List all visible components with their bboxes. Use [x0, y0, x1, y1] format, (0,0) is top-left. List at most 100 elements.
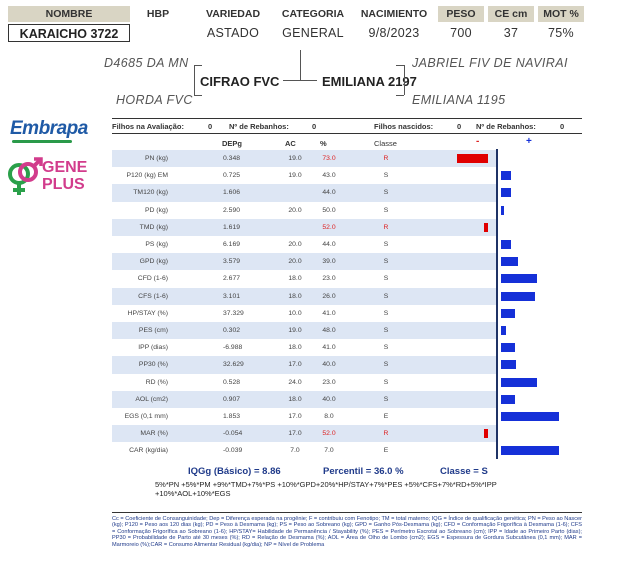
gene-plus-label: GENE PLUS: [42, 159, 88, 193]
trait-class: S: [383, 206, 389, 214]
col-ac: AC: [285, 139, 296, 148]
positive-bar: [501, 205, 504, 215]
trait-name: PES (cm): [138, 327, 168, 334]
table-row: RD (%) 0.528 24.0 23.0 S: [112, 374, 496, 391]
abbreviation-legend: Cc = Coeficiente de Consanguinidade; Dep…: [112, 516, 582, 548]
table-row: PES (cm) 0.302 19.0 48.0 S: [112, 322, 496, 340]
trait-name: RD (%): [145, 378, 168, 386]
trait-depg: 3.579: [223, 258, 241, 266]
iqgg-value: IQGg (Básico) = 8.86: [188, 466, 281, 477]
trait-class: R: [383, 223, 389, 231]
table-row: P120 (kg) EM 0.725 19.0 43.0 S: [112, 167, 496, 184]
trait-ac: 19.0: [288, 172, 302, 180]
trait-name: TM120 (kg): [133, 189, 168, 197]
trait-ac: 17.0: [288, 430, 302, 438]
trait-ac: 19.0: [288, 155, 302, 162]
table-row: MAR (%) -0.054 17.0 52.0 R: [112, 425, 496, 443]
trait-ac: 10.0: [288, 309, 302, 317]
trait-name: TMD (kg): [139, 223, 168, 231]
trait-class: R: [383, 430, 389, 438]
trait-depg: 6.169: [223, 241, 241, 248]
trait-name: P120 (kg) EM: [126, 172, 168, 180]
trait-class: S: [383, 327, 389, 334]
nascidos-value: 0: [457, 122, 462, 131]
pedigree-dam: EMILIANA 2197: [322, 74, 417, 89]
rebanhos2-label: Nº de Rebanhos:: [476, 122, 536, 131]
trait-depg: 0.528: [223, 378, 241, 386]
table-row: TMD (kg) 1.619 52.0 R: [112, 218, 496, 236]
trait-name: CFD (1-6): [137, 275, 168, 283]
pedigree-sire-sire: D4685 DA MN: [104, 56, 189, 70]
col-nombre: NOMBRE: [8, 6, 130, 22]
positive-bar: [501, 257, 519, 267]
positive-bar: [501, 343, 515, 353]
embrapa-logo: Embrapa: [10, 118, 88, 143]
pedigree-connector: [194, 95, 202, 96]
trait-percent: 73.0: [322, 155, 336, 162]
trait-depg: -0.054: [223, 430, 243, 438]
positive-bar: [501, 274, 537, 284]
positive-bar: [501, 360, 517, 370]
trait-depg: 1.853: [223, 413, 241, 420]
gene-plus-logo: GENE PLUS: [6, 157, 101, 197]
trait-name: HP/STAY (%): [127, 309, 168, 317]
col-minus: -: [476, 136, 480, 147]
pedigree-connector: [194, 65, 195, 95]
trait-depg: 37.329: [223, 309, 244, 317]
val-nacimiento: 9/8/2023: [368, 26, 420, 40]
pedigree-dam-sire: JABRIEL FIV DE NAVIRAI: [412, 56, 568, 70]
trait-class: S: [383, 292, 389, 300]
trait-percent: 52.0: [322, 430, 336, 438]
gender-symbols-icon: [8, 157, 43, 195]
col-depg: DEPg: [222, 139, 243, 148]
trait-percent: 8.0: [324, 413, 334, 420]
trait-name: PS (kg): [145, 241, 168, 248]
positive-bar: [501, 240, 511, 249]
trait-class: S: [383, 172, 389, 180]
trait-class: E: [383, 413, 389, 420]
percentil-value: Percentil = 36.0 %: [323, 466, 404, 477]
trait-class: S: [383, 275, 389, 283]
table-row: PD (kg) 2.590 20.0 50.0 S: [112, 202, 496, 219]
trait-depg: 3.101: [223, 292, 241, 300]
table-row: CFS (1-6) 3.101 18.0 26.0 S: [112, 287, 496, 305]
table-row: EGS (0,1 mm) 1.853 17.0 8.0 E: [112, 408, 496, 425]
trait-name: IPP (dias): [138, 344, 168, 352]
trait-name: CFS (1-6): [138, 292, 168, 300]
col-nacimiento: NACIMIENTO: [360, 8, 428, 20]
trait-percent: 41.0: [322, 309, 336, 317]
col-ce: CE cm: [488, 6, 534, 22]
pedigree-connector: [404, 65, 405, 95]
trait-depg: 2.590: [223, 206, 241, 214]
pedigree-connector: [396, 95, 404, 96]
col-classe: Classe: [374, 139, 397, 148]
trait-class: S: [383, 378, 389, 386]
trait-ac: 19.0: [288, 327, 302, 334]
trait-depg: 0.302: [223, 327, 241, 334]
positive-bar: [501, 412, 559, 421]
animal-name: KARAICHO 3722: [8, 24, 130, 42]
trait-ac: 20.0: [288, 241, 302, 248]
table-row: PN (kg) 0.348 19.0 73.0 R: [112, 150, 496, 168]
positive-bar: [501, 377, 537, 387]
trait-ac: 20.0: [288, 206, 302, 214]
trait-percent: 41.0: [322, 344, 336, 352]
trait-class: S: [383, 395, 389, 403]
table-row: PP30 (%) 32.629 17.0 40.0 S: [112, 356, 496, 374]
trait-name: EGS (0,1 mm): [124, 413, 168, 420]
nascidos-label: Filhos nascidos:: [374, 122, 434, 131]
trait-percent: 50.0: [322, 206, 336, 214]
trait-class: S: [383, 344, 389, 352]
positive-bar: [501, 188, 511, 198]
trait-percent: 7.0: [324, 447, 334, 455]
rebanhos-label: Nº de Rebanhos:: [229, 122, 289, 131]
trait-depg: 1.619: [223, 223, 241, 231]
trait-name: PD (kg): [144, 206, 168, 214]
trait-name: PP30 (%): [138, 361, 168, 369]
trait-percent: 44.0: [322, 241, 336, 248]
table-row: GPD (kg) 3.579 20.0 39.0 S: [112, 253, 496, 271]
trait-name: MAR (%): [140, 430, 168, 438]
trait-depg: 0.348: [223, 155, 241, 162]
trait-percent: 40.0: [322, 361, 336, 369]
trait-ac: 20.0: [288, 258, 302, 266]
